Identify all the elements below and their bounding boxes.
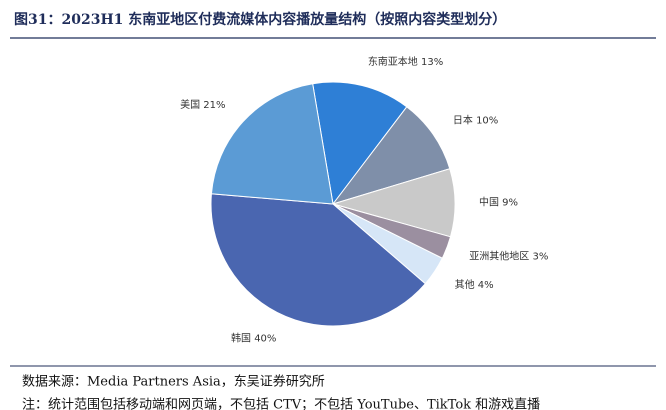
value-label: 13% (421, 57, 443, 68)
slice-label: 其他 4% (455, 278, 494, 291)
slice-label: 亚洲其他地区 3% (469, 249, 548, 262)
source: 数据来源：Media Partners Asia，东吴证券研究所 (22, 374, 325, 390)
slice-label: 东南亚本地 13% (368, 55, 443, 68)
value-label: 21% (203, 100, 225, 111)
category-label: 亚洲其他地区 (469, 249, 529, 262)
figure-title: 图31：2023H1 东南亚地区付费流媒体内容播放量结构（按照内容类型划分） (14, 11, 506, 28)
pie-slice (210, 193, 427, 327)
note: 注：统计范围包括移动端和网页端，不包括 CTV；不包括 YouTube、TikT… (22, 398, 540, 410)
pie-chart: 东南亚本地 13% 日本 10% 中国 9% 亚洲其他地区 3% 其他 4% 韩国 40%… (180, 55, 548, 344)
value-label: 40% (254, 334, 276, 345)
category-label: 中国 (479, 195, 499, 208)
value-label: 10% (476, 116, 498, 127)
slice-label: 中国 9% (479, 195, 518, 208)
slice-label: 日本 10% (453, 114, 498, 127)
category-label: 美国 (180, 98, 200, 111)
category-label: 东南亚本地 (368, 55, 418, 68)
category-label: 日本 (453, 114, 473, 127)
slice-label: 美国 21% (180, 98, 225, 111)
category-label: 韩国 (231, 332, 251, 345)
pie-slice (210, 83, 334, 205)
pie-slice (312, 81, 408, 206)
value-label: 4% (478, 280, 494, 291)
slice-label: 韩国 40% (231, 332, 276, 345)
category-label: 其他 (455, 278, 475, 291)
pie-slice (331, 106, 451, 205)
value-label: 9% (502, 197, 518, 208)
value-label: 3% (532, 251, 548, 262)
